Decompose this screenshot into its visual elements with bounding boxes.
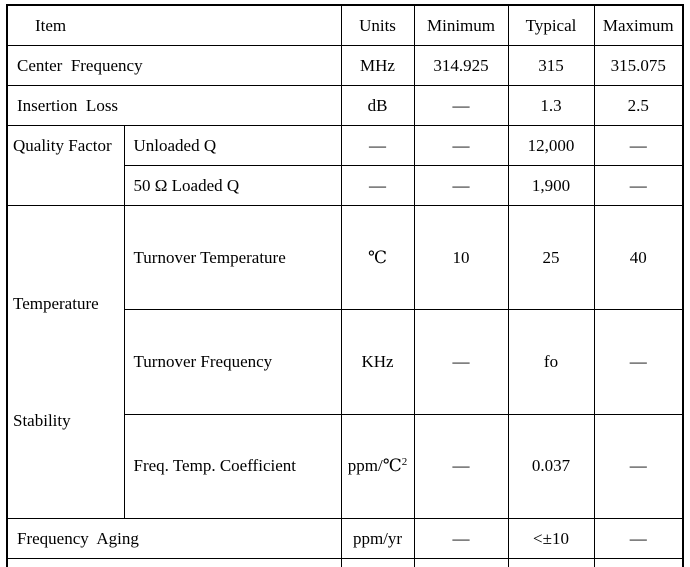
group-label-line1: Temperature <box>13 294 99 313</box>
max-value: — <box>593 518 684 559</box>
item-label: Center Frequency <box>6 45 342 86</box>
group-label-line2: Stability <box>13 411 71 430</box>
item-label: DC Insulation Resistance <box>6 558 342 567</box>
min-value: 1.0 <box>413 558 509 567</box>
max-value: 40 <box>593 204 684 311</box>
typ-value: 1,900 <box>507 165 595 206</box>
row-unloaded-q: Quality Factor Unloaded Q — — 12,000 — <box>6 125 684 206</box>
item-label: Freq. Temp. Coefficient <box>123 413 342 520</box>
units-value: — <box>340 125 415 166</box>
item-label: Turnover Temperature <box>123 204 342 311</box>
typ-value: fo <box>507 309 595 415</box>
units-value: MHz <box>340 45 415 86</box>
max-value: — <box>593 165 684 206</box>
units-value: — <box>340 165 415 206</box>
col-header-typical: Typical <box>507 4 595 46</box>
row-freq-temp-coefficient: Freq. Temp. Coefficient ppm/℃2 — 0.037 — <box>7 413 684 520</box>
col-header-item: Item <box>6 4 342 46</box>
row-insertion-loss: Insertion Loss dB — 1.3 2.5 <box>6 85 684 126</box>
max-value: 2.5 <box>593 85 684 126</box>
item-label: Turnover Frequency <box>123 309 342 415</box>
units-value: ℃ <box>340 204 415 311</box>
row-frequency-aging: Frequency Aging ppm/yr — <±10 — <box>6 518 684 559</box>
typ-value: — <box>507 558 595 567</box>
max-value: — <box>593 413 684 520</box>
max-value: — <box>593 558 684 567</box>
min-value: — <box>413 518 509 559</box>
row-center-frequency: Center Frequency MHz 314.925 315 315.075 <box>6 45 684 86</box>
item-label: Frequency Aging <box>6 518 342 559</box>
min-value: 10 <box>413 204 509 311</box>
units-text: ppm/℃ <box>347 456 402 476</box>
max-value: — <box>593 309 684 415</box>
group-label-temperature-stability: Temperature Stability <box>6 205 125 519</box>
col-header-maximum: Maximum <box>593 4 684 46</box>
units-value: M Ω <box>340 558 415 567</box>
units-value: KHz <box>340 309 415 415</box>
row-loaded-q: 50 Ω Loaded Q — — 1,900 — <box>7 165 684 206</box>
typ-value: 25 <box>507 204 595 311</box>
max-value: — <box>593 125 684 166</box>
units-value: dB <box>340 85 415 126</box>
typ-value: 315 <box>507 45 595 86</box>
typ-value: 0.037 <box>507 413 595 520</box>
min-value: — <box>413 85 509 126</box>
typ-value: <±10 <box>507 518 595 559</box>
group-label-quality-factor: Quality Factor <box>6 125 125 206</box>
header-row: Item Units Minimum Typical Maximum <box>6 4 684 46</box>
spec-table: Item Units Minimum Typical Maximum Cente… <box>6 4 684 567</box>
units-value: ppm/℃2 <box>340 413 415 520</box>
max-value: 315.075 <box>593 45 684 86</box>
typ-value: 1.3 <box>507 85 595 126</box>
min-value: — <box>413 413 509 520</box>
units-value: ppm/yr <box>340 518 415 559</box>
row-turnover-temperature: Temperature Stability Turnover Temperatu… <box>6 204 684 519</box>
item-label: Unloaded Q <box>123 125 342 166</box>
row-turnover-frequency: Turnover Frequency KHz — fo — <box>7 309 684 415</box>
col-header-units: Units <box>340 4 415 46</box>
item-label: Insertion Loss <box>6 85 342 126</box>
row-dc-insulation-resistance: DC Insulation Resistance M Ω 1.0 — — <box>6 558 684 567</box>
units-superscript: 2 <box>401 456 408 469</box>
item-label: 50 Ω Loaded Q <box>123 165 342 206</box>
min-value: 314.925 <box>413 45 509 86</box>
min-value: — <box>413 125 509 166</box>
min-value: — <box>413 165 509 206</box>
typ-value: 12,000 <box>507 125 595 166</box>
min-value: — <box>413 309 509 415</box>
col-header-minimum: Minimum <box>413 4 509 46</box>
